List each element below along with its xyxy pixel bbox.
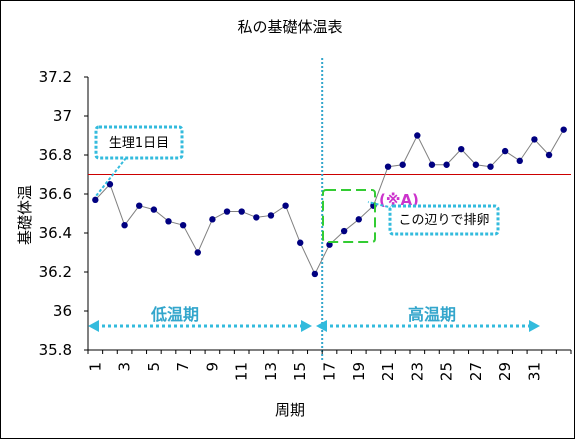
ovulation-label: この辺りで排卵 [398, 213, 489, 228]
data-point [194, 249, 201, 256]
high-phase-label: 高温期 [408, 305, 456, 324]
chart-title: 私の基礎体温表 [237, 18, 342, 36]
data-point [150, 206, 158, 213]
low-phase-arrow: 低温期 [88, 305, 312, 332]
data-point [340, 227, 348, 235]
x-tick-label: 7 [174, 362, 192, 372]
y-tick-label: 36 [53, 302, 72, 320]
data-point [92, 196, 99, 204]
arrow-left-icon [88, 320, 99, 332]
y-tick-label: 37 [53, 107, 72, 125]
data-point [384, 163, 392, 170]
high-phase-arrow: 高温期 [316, 305, 540, 332]
data-point [414, 132, 421, 139]
x-axis-label: 周期 [275, 401, 305, 419]
data-point [545, 151, 553, 159]
x-tick-label: 9 [203, 362, 221, 372]
x-tick-label: 11 [233, 362, 251, 381]
data-point [223, 208, 231, 215]
x-tick-label: 25 [438, 362, 456, 381]
y-tick-label: 36.8 [39, 146, 72, 164]
data-point [238, 208, 245, 215]
x-tick-label: 19 [350, 362, 368, 381]
data-point [531, 136, 538, 143]
x-tick-label: 13 [262, 362, 280, 381]
arrow-left-icon [316, 320, 327, 332]
x-tick-label: 3 [116, 362, 134, 372]
arrow-right-icon [529, 320, 540, 332]
x-tick-label: 27 [467, 362, 485, 381]
ovulation-highlight-box [322, 189, 376, 243]
data-point [136, 202, 143, 209]
data-point [282, 202, 289, 209]
x-tick-label: 1 [86, 362, 104, 372]
x-tick-label: 5 [145, 362, 163, 372]
callout-box [94, 125, 184, 160]
data-point [472, 161, 480, 168]
data-point [458, 145, 465, 153]
data-point [501, 147, 509, 155]
x-tick-label: 31 [525, 362, 543, 381]
x-tick-label: 29 [496, 362, 514, 381]
callout-box [388, 204, 500, 236]
low-phase-label: 低温期 [150, 305, 199, 324]
data-point [355, 216, 362, 223]
data-point [311, 270, 319, 278]
data-point [267, 212, 275, 219]
data-point [560, 126, 567, 133]
x-axis-ticks: 1 3 5 7 9 11 13 15 17 19 21 23 25 27 29 31 [86, 350, 572, 381]
data-point [443, 161, 450, 168]
y-tick-label: 36.2 [39, 263, 72, 281]
data-point [428, 161, 436, 168]
data-point [297, 239, 304, 246]
y-tick-label: 37.2 [39, 68, 72, 86]
callout-pointer [367, 201, 394, 209]
ovulation-callout: この辺りで排卵 [367, 201, 500, 236]
period-start-callout: 生理1日目 [94, 125, 184, 197]
data-point [165, 218, 172, 225]
data-point [516, 157, 523, 165]
x-tick-label: 21 [379, 362, 397, 381]
arrow-right-icon [301, 320, 312, 332]
data-point [326, 241, 333, 248]
temperature-series [92, 126, 567, 278]
y-tick-label: 35.8 [39, 341, 72, 359]
callout-pointer [95, 157, 127, 197]
data-point [209, 216, 216, 223]
data-point [399, 161, 406, 168]
data-point [121, 222, 128, 229]
x-tick-label: 17 [321, 362, 339, 381]
x-tick-label: 23 [408, 362, 426, 381]
data-point [253, 214, 260, 221]
data-point [106, 181, 114, 188]
y-tick-label: 36.4 [39, 224, 72, 242]
y-axis-ticks: 37.2 37 36.8 36.6 36.4 36.2 36 35.8 [39, 68, 88, 359]
data-point [487, 163, 494, 170]
y-tick-label: 36.6 [39, 185, 72, 203]
period-start-label: 生理1日目 [109, 136, 169, 151]
x-tick-label: 15 [291, 362, 309, 381]
data-point [179, 222, 187, 229]
y-axis-label: 基礎体温 [16, 185, 34, 245]
